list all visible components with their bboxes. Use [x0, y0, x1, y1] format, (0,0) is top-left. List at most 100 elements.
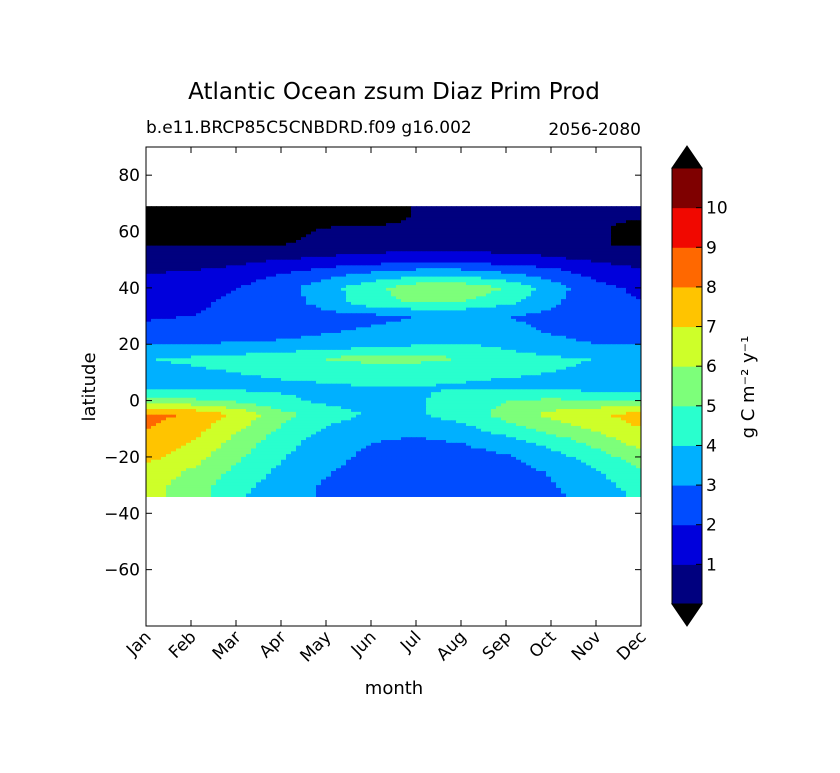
heatmap-cell	[581, 217, 587, 221]
heatmap-cell	[151, 279, 157, 283]
heatmap-cell	[391, 276, 397, 281]
heatmap-cell	[616, 330, 622, 334]
heatmap-cell	[296, 259, 302, 264]
heatmap-cell	[226, 211, 232, 216]
heatmap-cell	[416, 237, 422, 241]
heatmap-cell	[251, 324, 257, 328]
heatmap-cell	[516, 293, 522, 297]
heatmap-cell	[381, 231, 387, 235]
heatmap-cell	[381, 287, 387, 292]
heatmap-cell	[351, 214, 357, 219]
heatmap-cell	[241, 282, 247, 286]
heatmap-cell	[186, 248, 192, 252]
heatmap-cell	[266, 296, 272, 300]
heatmap-cell	[416, 220, 422, 224]
heatmap-cell	[571, 220, 577, 224]
heatmap-cell	[376, 242, 382, 247]
heatmap-cell	[221, 270, 227, 275]
heatmap-cell	[166, 299, 172, 303]
heatmap-cell	[286, 338, 292, 343]
heatmap-cell	[316, 270, 322, 275]
heatmap-cell	[176, 285, 182, 289]
heatmap-cell	[621, 321, 627, 326]
heatmap-cell	[341, 220, 347, 224]
heatmap-cell	[396, 310, 402, 314]
heatmap-cell	[281, 254, 287, 258]
heatmap-cell	[386, 259, 392, 264]
heatmap-cell	[616, 273, 622, 278]
heatmap-cell	[461, 234, 467, 238]
heatmap-cell	[196, 301, 202, 306]
heatmap-cell	[206, 220, 212, 224]
heatmap-cell	[506, 316, 512, 320]
heatmap-cell	[366, 287, 372, 292]
heatmap-cell	[306, 265, 312, 269]
heatmap-cell	[181, 206, 187, 210]
heatmap-cell	[446, 279, 452, 283]
heatmap-cell	[636, 225, 641, 230]
heatmap-cell	[356, 217, 362, 221]
heatmap-cell	[176, 307, 182, 312]
heatmap-cell	[416, 234, 422, 238]
heatmap-cell	[296, 287, 302, 292]
heatmap-cell	[586, 285, 592, 289]
heatmap-cell	[201, 330, 207, 334]
heatmap-cell	[526, 225, 532, 230]
heatmap-cell	[321, 217, 327, 221]
heatmap-cell	[461, 335, 467, 340]
heatmap-cell	[596, 208, 602, 213]
heatmap-cell	[326, 299, 332, 303]
heatmap-cell	[506, 256, 512, 261]
heatmap-cell	[536, 327, 542, 331]
heatmap-cell	[301, 276, 307, 281]
heatmap-cell	[471, 237, 477, 241]
heatmap-cell	[476, 254, 482, 258]
heatmap-cell	[566, 285, 572, 289]
heatmap-cell	[221, 251, 227, 255]
heatmap-cell	[271, 290, 277, 295]
heatmap-cell	[231, 318, 237, 323]
heatmap-cell	[276, 251, 282, 255]
heatmap-cell	[531, 313, 537, 317]
heatmap-cell	[551, 301, 557, 306]
heatmap-cell	[511, 225, 517, 230]
heatmap-cell	[591, 324, 597, 328]
heatmap-cell	[436, 299, 442, 303]
heatmap-cell	[546, 279, 552, 283]
heatmap-cell	[566, 214, 572, 219]
heatmap-cell	[636, 248, 641, 252]
heatmap-cell	[176, 327, 182, 331]
heatmap-cell	[436, 279, 442, 283]
heatmap-cell	[391, 318, 397, 323]
heatmap-cell	[156, 301, 162, 306]
heatmap-cell	[211, 242, 217, 247]
heatmap-cell	[331, 321, 337, 326]
heatmap-cell	[326, 296, 332, 300]
heatmap-cell	[546, 330, 552, 334]
heatmap-cell	[346, 270, 352, 275]
heatmap-cell	[246, 268, 252, 272]
heatmap-cell	[211, 282, 217, 286]
heatmap-cell	[466, 285, 472, 289]
heatmap-cell	[186, 214, 192, 219]
heatmap-cell	[241, 279, 247, 283]
heatmap-cell	[621, 220, 627, 224]
heatmap-cell	[556, 335, 562, 340]
heatmap-cell	[591, 262, 597, 266]
heatmap-cell	[536, 256, 542, 261]
heatmap-cell	[536, 296, 542, 300]
heatmap-cell	[371, 228, 377, 233]
heatmap-cell	[316, 316, 322, 320]
heatmap-cell	[431, 287, 437, 292]
heatmap-cell	[166, 237, 172, 241]
heatmap-cell	[466, 321, 472, 326]
heatmap-cell	[526, 223, 532, 227]
heatmap-cell	[331, 268, 337, 272]
heatmap-cell	[536, 330, 542, 334]
heatmap-cell	[336, 239, 342, 244]
heatmap-cell	[156, 237, 162, 241]
heatmap-cell	[466, 318, 472, 323]
heatmap-cell	[501, 279, 507, 283]
heatmap-cell	[491, 321, 497, 326]
heatmap-cell	[326, 256, 332, 261]
